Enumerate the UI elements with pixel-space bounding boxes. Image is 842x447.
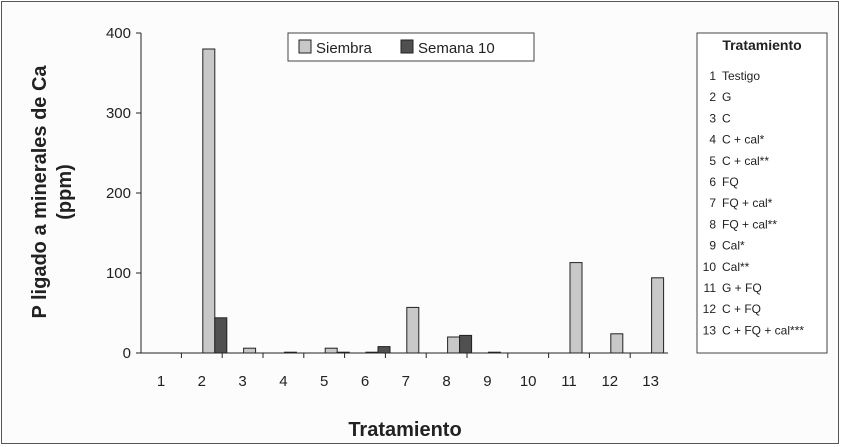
legend-label-siembra: Siembra	[316, 40, 373, 57]
bar-siembra-8	[447, 336, 461, 354]
treatment-key-label: Cal*	[722, 239, 745, 253]
y-axis-title-line1: P ligado a minerales de Ca	[29, 65, 51, 319]
bar-siembra-9	[487, 351, 501, 354]
treatment-key-label: G + FQ	[722, 281, 762, 295]
y-tick-label: 100	[106, 265, 131, 282]
treatment-key-number: 13	[703, 323, 717, 337]
treatment-key-label: FQ + cal*	[722, 196, 773, 210]
x-tick-label: 4	[279, 373, 287, 390]
treatment-key-number: 6	[709, 175, 716, 189]
treatment-key-number: 11	[704, 281, 717, 295]
x-tick-label: 8	[442, 373, 450, 390]
treatment-key-label: C + FQ + cal***	[722, 323, 804, 337]
x-tick-label: 13	[642, 373, 659, 390]
y-tick-label: 400	[106, 25, 131, 42]
treatment-key-label: C + cal**	[722, 154, 769, 168]
treatment-key-items: 1 Testigo 2 G3 C4 C + cal* 5 C + cal** 6 FQ 7 FQ + …	[703, 69, 805, 337]
bar-siembra-3	[243, 347, 257, 354]
legend-label-semana-10: Semana 10	[418, 40, 495, 57]
x-tick-label: 10	[520, 373, 537, 390]
legend-swatch-siembra	[298, 39, 312, 54]
y-axis-title-line2: (ppm)	[54, 164, 76, 220]
treatment-key-label: C + FQ	[722, 302, 761, 316]
treatment-key-label: G	[722, 90, 731, 104]
treatment-key-label: C + cal*	[722, 133, 765, 147]
bars	[202, 48, 665, 354]
x-tick-label: 1	[157, 373, 165, 390]
bar-siembra-11	[569, 262, 583, 354]
treatment-key-label: Cal**	[722, 260, 750, 274]
treatment-key-label: FQ	[722, 175, 739, 189]
treatment-key-number: 7	[709, 196, 716, 210]
bar-siembra-13	[651, 277, 665, 354]
x-tick-label: 7	[402, 373, 410, 390]
x-tick-label: 9	[483, 373, 491, 390]
treatment-key: Tratamiento 1 Testigo 2 G3 C4 C + cal* 5 C + ca…	[696, 32, 828, 354]
bar-semana-10-5	[336, 351, 350, 354]
x-axis-ticks: 1 2 3 4 5 6 7 8 9 10 11 12 13	[157, 353, 659, 390]
bar-siembra-5	[324, 347, 338, 354]
bar-siembra-7	[406, 306, 420, 354]
y-axis-title: P ligado a minerales de Ca (ppm)	[29, 65, 76, 319]
treatment-key-number: 2	[709, 90, 716, 104]
y-axis-ticks: 0 100 200 300 400	[106, 25, 141, 362]
x-tick-label: 5	[320, 373, 328, 390]
treatment-key-number: 9	[709, 239, 716, 253]
treatment-key-number: 12	[703, 302, 717, 316]
bar-semana-10-2	[214, 317, 228, 354]
x-tick-label: 3	[238, 373, 246, 390]
bar-siembra-12	[610, 333, 624, 354]
treatment-key-number: 4	[709, 133, 716, 147]
x-tick-label: 6	[361, 373, 369, 390]
series-legend: Siembra Semana 10	[287, 32, 535, 62]
x-tick-label: 2	[198, 373, 206, 390]
treatment-key-number: 3	[709, 111, 716, 125]
treatment-key-box	[696, 32, 828, 354]
treatment-key-number: 5	[709, 154, 716, 168]
treatment-key-number: 10	[703, 260, 717, 274]
bar-semana-10-6	[377, 346, 391, 354]
treatment-key-title: Tratamiento	[722, 37, 801, 53]
x-axis-title: Tratamiento	[348, 419, 461, 441]
treatment-key-number: 1	[709, 69, 716, 83]
treatment-key-number: 8	[709, 217, 716, 231]
legend-swatch-semana-10	[400, 39, 414, 54]
x-tick-label: 12	[601, 373, 618, 390]
bar-siembra-6	[365, 351, 379, 354]
y-tick-label: 200	[106, 185, 131, 202]
bar-siembra-4	[283, 351, 297, 354]
y-tick-label: 300	[106, 105, 131, 122]
x-tick-label: 11	[561, 373, 577, 390]
treatment-key-label: C	[722, 111, 731, 125]
bar-semana-10-8	[459, 334, 473, 354]
y-tick-label: 0	[123, 345, 131, 362]
treatment-key-label: FQ + cal**	[722, 217, 777, 231]
treatment-key-label: Testigo	[722, 69, 760, 83]
bar-siembra-2	[202, 48, 216, 354]
